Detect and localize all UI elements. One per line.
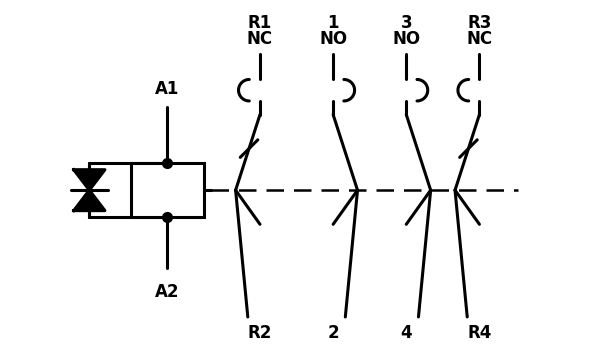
Text: NC: NC [466,30,493,48]
Text: NO: NO [392,30,420,48]
Bar [131,163,204,217]
Text: 2: 2 [327,324,339,342]
Text: R4: R4 [467,324,492,342]
Text: A1: A1 [155,80,179,98]
Text: R2: R2 [248,324,272,342]
Polygon shape [74,190,105,211]
Text: NC: NC [247,30,273,48]
Polygon shape [74,170,105,190]
Text: 4: 4 [401,324,412,342]
Text: R1: R1 [248,14,272,32]
Text: R3: R3 [467,14,492,32]
Text: NO: NO [319,30,347,48]
Text: A2: A2 [155,283,179,301]
Text: 1: 1 [327,14,339,32]
Text: 3: 3 [401,14,412,32]
